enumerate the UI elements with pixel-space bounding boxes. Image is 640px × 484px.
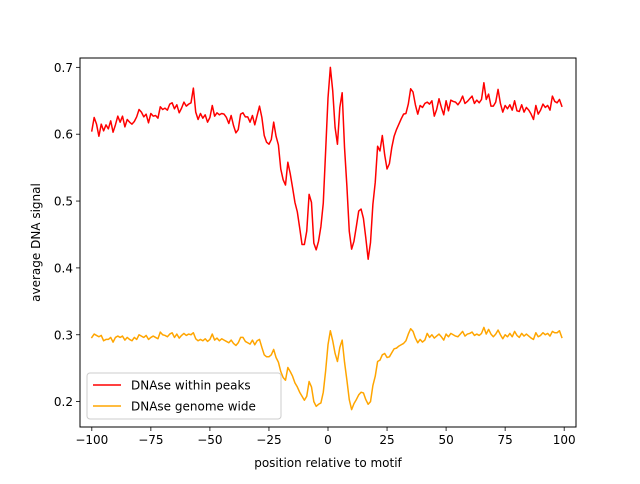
series-lines [90, 66, 563, 411]
series-line-genome-wide [90, 326, 563, 411]
x-tick-label: 100 [553, 433, 576, 447]
y-tick-label: 0.3 [54, 328, 73, 342]
y-tick-label: 0.7 [54, 61, 73, 75]
legend-label: DNAse within peaks [131, 379, 251, 393]
x-tick-label: −50 [197, 433, 222, 447]
series-line-within-peaks [90, 66, 563, 260]
axis-ticks: −100 −75 −50 −25 0 25 50 75 100 0.2 0.3 0.4 0.5 0.6 0.… [54, 61, 576, 447]
legend-box [86, 372, 282, 420]
x-tick-label: −25 [256, 433, 281, 447]
legend-label: DNAse genome wide [131, 400, 256, 414]
axes-frame [79, 57, 577, 428]
x-tick-label: 0 [324, 433, 332, 447]
y-tick-label: 0.6 [54, 128, 73, 142]
x-tick-label: 50 [438, 433, 453, 447]
y-tick-label: 0.5 [54, 195, 73, 209]
x-tick-label: −100 [75, 433, 108, 447]
x-tick-label: 75 [498, 433, 513, 447]
y-tick-label: 0.4 [54, 261, 73, 275]
legend: DNAse within peaks DNAse genome wide [86, 372, 282, 420]
x-axis-label: position relative to motif [254, 456, 402, 470]
x-tick-label: 25 [379, 433, 394, 447]
x-tick-label: −75 [138, 433, 163, 447]
y-tick-label: 0.2 [54, 395, 73, 409]
y-axis-label: average DNA signal [29, 183, 43, 302]
